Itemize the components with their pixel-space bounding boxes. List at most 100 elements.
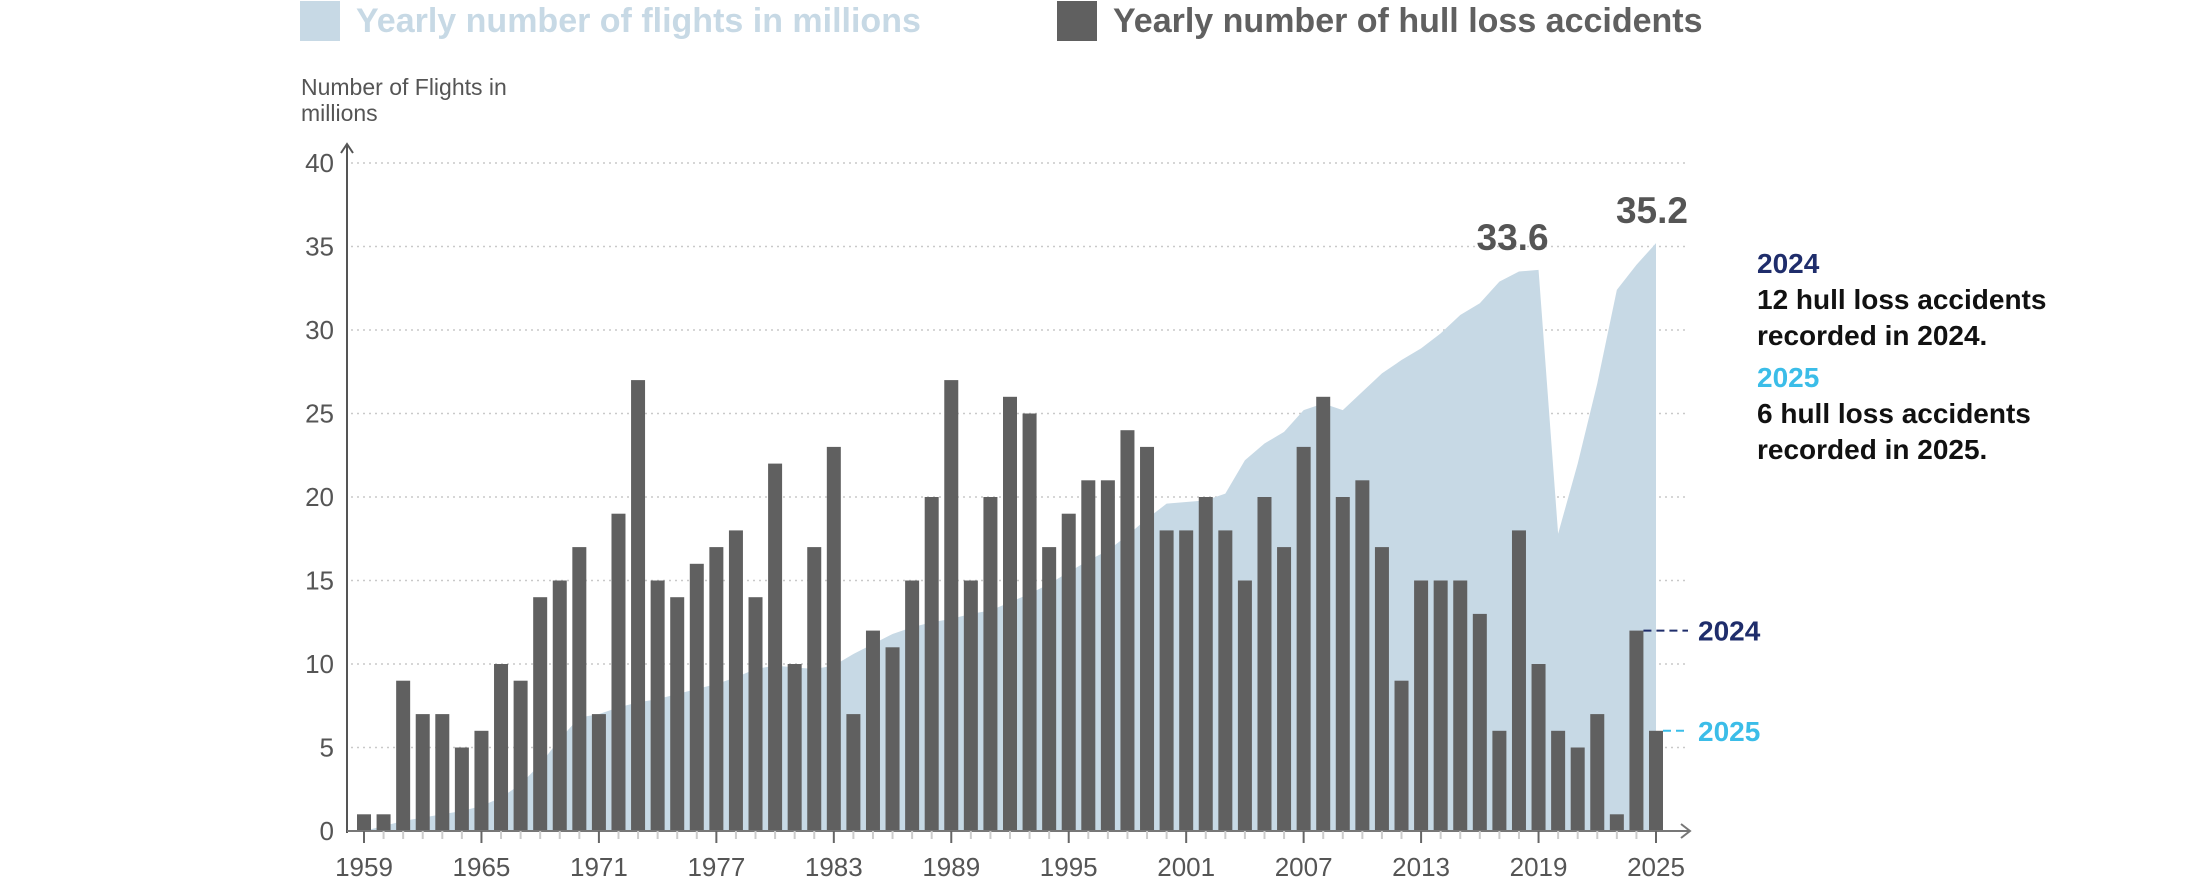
bar-1962 bbox=[415, 714, 430, 831]
x-tick-label: 1977 bbox=[687, 852, 745, 879]
bar-1982 bbox=[807, 547, 822, 831]
bar-2007 bbox=[1296, 446, 1311, 831]
bar-1977 bbox=[709, 547, 724, 831]
bar-1987 bbox=[905, 580, 920, 831]
x-tick-label: 2019 bbox=[1510, 852, 1568, 879]
bar-1974 bbox=[650, 580, 665, 831]
bar-callout-2024: 2024 bbox=[1698, 616, 1761, 647]
bar-1970 bbox=[572, 547, 587, 831]
y-axis-label: Number of Flights in millions bbox=[301, 74, 507, 126]
bar-1983 bbox=[826, 446, 841, 831]
y-tick-label: 40 bbox=[305, 148, 334, 178]
bar-1979 bbox=[748, 597, 763, 831]
note-text-2025-line2: recorded in 2025. bbox=[1757, 434, 1988, 465]
x-tick-label: 1995 bbox=[1040, 852, 1098, 879]
legend-label-flights: Yearly number of flights in millions bbox=[356, 1, 921, 40]
bar-1961 bbox=[396, 680, 411, 831]
bar-1993 bbox=[1022, 413, 1037, 831]
bar-2024 bbox=[1629, 630, 1644, 831]
bar-2018 bbox=[1511, 530, 1526, 831]
y-axis-arrow-icon bbox=[340, 142, 354, 154]
bar-2014 bbox=[1433, 580, 1448, 831]
bar-2016 bbox=[1472, 613, 1487, 831]
bar-2020 bbox=[1551, 730, 1566, 831]
bar-1966 bbox=[494, 664, 509, 831]
bar-1964 bbox=[454, 747, 469, 831]
note-year-2025: 2025 bbox=[1757, 362, 1820, 393]
bar-1996 bbox=[1081, 480, 1096, 831]
bar-1997 bbox=[1100, 480, 1115, 831]
bar-2000 bbox=[1159, 530, 1174, 831]
note-text-2024-line1: 12 hull loss accidents bbox=[1757, 284, 2047, 315]
peak-label-2025: 35.2 bbox=[1616, 190, 1688, 231]
annotation-note: 2024 12 hull loss accidents recorded in … bbox=[1757, 246, 2046, 468]
bar-1973 bbox=[631, 380, 646, 831]
peak-label-2019: 33.6 bbox=[1477, 217, 1549, 258]
y-tick-label: 5 bbox=[320, 733, 334, 763]
y-tick-label: 30 bbox=[305, 315, 334, 345]
bar-1959 bbox=[357, 814, 371, 831]
bar-1963 bbox=[435, 714, 450, 831]
x-tick-label: 1989 bbox=[922, 852, 980, 879]
y-tick-label: 25 bbox=[305, 399, 334, 429]
flights-area bbox=[364, 243, 1656, 831]
bar-1960 bbox=[376, 814, 391, 831]
bar-1992 bbox=[1003, 396, 1017, 831]
bar-1969 bbox=[552, 580, 567, 831]
legend-label-accidents: Yearly number of hull loss accidents bbox=[1113, 1, 1703, 40]
bar-1981 bbox=[787, 664, 802, 831]
x-tick-label: 1959 bbox=[335, 852, 393, 879]
bar-1967 bbox=[513, 680, 528, 831]
bar-2017 bbox=[1492, 730, 1507, 831]
note-text-2024-line2: recorded in 2024. bbox=[1757, 320, 1988, 351]
bar-1995 bbox=[1061, 513, 1076, 831]
bar-1976 bbox=[689, 563, 704, 831]
legend-swatch-flights bbox=[300, 1, 340, 41]
bar-1968 bbox=[533, 597, 548, 831]
bar-2019 bbox=[1531, 664, 1546, 831]
x-tick-label: 1983 bbox=[805, 852, 863, 879]
bar-2005 bbox=[1257, 497, 1272, 831]
y-tick-label: 20 bbox=[305, 482, 334, 512]
bar-1980 bbox=[768, 463, 783, 831]
bar-1989 bbox=[944, 380, 959, 831]
bar-1990 bbox=[963, 580, 978, 831]
bar-1978 bbox=[728, 530, 743, 831]
bar-2025 bbox=[1649, 730, 1663, 831]
bar-2012 bbox=[1394, 680, 1409, 831]
bar-1972 bbox=[611, 513, 626, 831]
y-tick-label: 15 bbox=[305, 566, 334, 596]
bar-2008 bbox=[1316, 396, 1331, 831]
bar-1988 bbox=[924, 497, 939, 831]
bar-1998 bbox=[1120, 430, 1135, 831]
bar-1975 bbox=[670, 597, 685, 831]
bar-1985 bbox=[865, 630, 880, 831]
x-tick-label: 1965 bbox=[453, 852, 511, 879]
bar-1991 bbox=[983, 497, 998, 831]
x-axis-arrow-icon bbox=[1680, 823, 1692, 839]
y-tick-label: 0 bbox=[320, 816, 334, 846]
legend-flights: Yearly number of flights in millions bbox=[300, 0, 921, 42]
bar-2023 bbox=[1609, 814, 1624, 831]
bar-1999 bbox=[1140, 446, 1155, 831]
bar-2004 bbox=[1237, 580, 1252, 831]
bar-2002 bbox=[1198, 497, 1213, 831]
bar-1984 bbox=[846, 714, 861, 831]
bar-2001 bbox=[1179, 530, 1194, 831]
bar-2022 bbox=[1590, 714, 1605, 831]
legend-accidents: Yearly number of hull loss accidents bbox=[1057, 0, 1703, 42]
bar-1994 bbox=[1042, 547, 1057, 831]
bar-2011 bbox=[1374, 547, 1389, 831]
bar-1965 bbox=[474, 730, 489, 831]
bar-1986 bbox=[885, 647, 900, 831]
x-tick-label: 2007 bbox=[1275, 852, 1333, 879]
bar-2009 bbox=[1335, 497, 1350, 831]
bar-2013 bbox=[1414, 580, 1429, 831]
bar-2010 bbox=[1355, 480, 1370, 831]
note-year-2024: 2024 bbox=[1757, 248, 1820, 279]
x-tick-label: 1971 bbox=[570, 852, 628, 879]
y-tick-label: 10 bbox=[305, 649, 334, 679]
bar-callout-2025: 2025 bbox=[1698, 716, 1760, 747]
bar-2003 bbox=[1218, 530, 1233, 831]
